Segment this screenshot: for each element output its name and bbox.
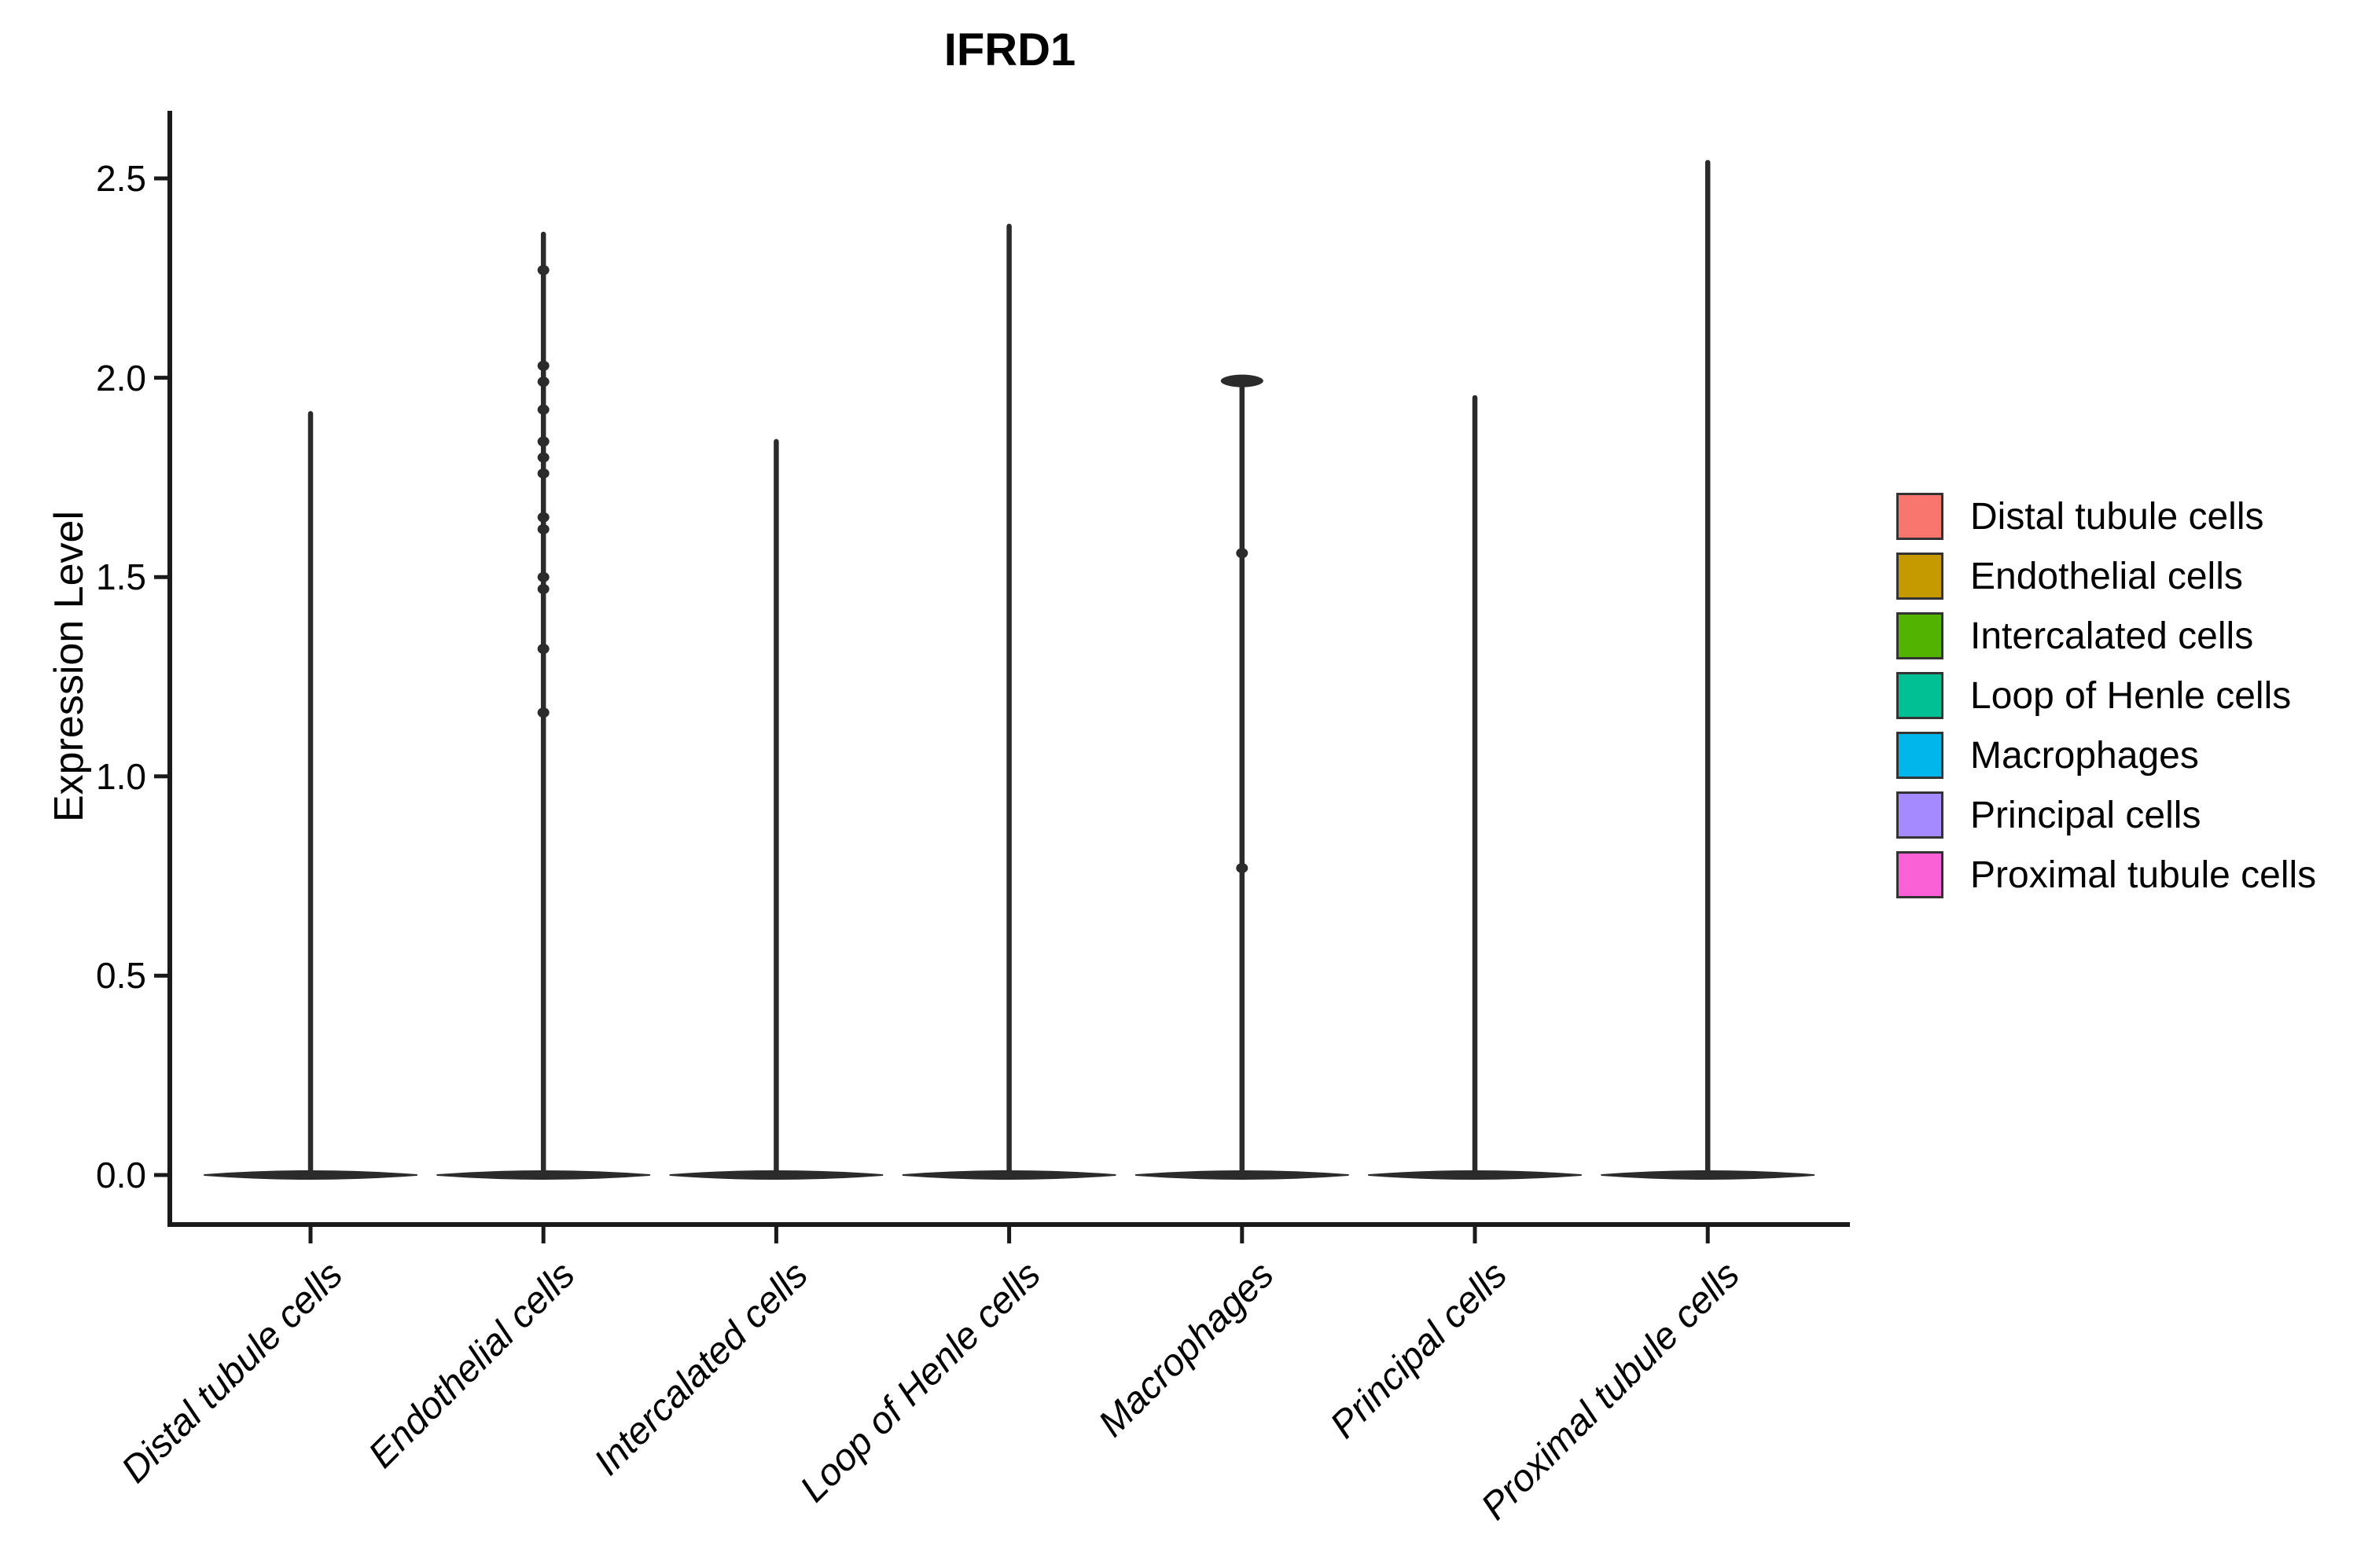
legend-row: Endothelial cells [1896,553,2316,600]
outlier-point [1236,548,1248,559]
legend-row: Proximal tubule cells [1896,851,2317,898]
legend: Distal tubule cells Endothelial cells Inte… [1896,493,2317,912]
outlier-point [537,265,550,276]
legend-row: Loop of Henle cells [1896,672,2316,719]
legend-label: Endothelial cells [1970,555,2243,597]
legend-label: Macrophages [1970,734,2199,777]
legend-color-swatch [1896,493,1943,540]
legend-color-swatch [1896,791,1943,839]
legend-color-swatch [1896,851,1943,898]
legend-color-swatch [1896,672,1943,719]
outlier-point [1236,862,1248,873]
y-tick-label: 1.0 [96,755,146,797]
outlier-point [537,468,550,479]
legend-row: Principal cells [1896,791,2316,839]
violin-top-cap [1220,374,1263,387]
y-tick-label: 0.5 [96,955,146,997]
y-tick-label: 2.5 [96,158,146,199]
y-tick-label: 0.0 [96,1155,146,1195]
legend-label: Loop of Henle cells [1970,674,2292,717]
legend-label: Principal cells [1970,794,2201,836]
outlier-point [537,404,550,415]
outlier-point [537,512,550,523]
outlier-point [537,452,550,463]
legend-label: Distal tubule cells [1970,495,2264,538]
outlier-point [537,376,550,387]
outlier-point [537,643,550,654]
legend-label: Proximal tubule cells [1970,854,2317,896]
outlier-point [537,571,550,582]
outlier-point [537,360,550,371]
legend-label: Intercalated cells [1970,615,2254,657]
y-tick-label: 2.0 [96,357,146,398]
legend-color-swatch [1896,612,1943,659]
outlier-point [537,436,550,447]
chart-title: IFRD1 [943,24,1076,75]
legend-row: Intercalated cells [1896,612,2316,659]
outlier-point [537,523,550,534]
outlier-point [537,583,550,594]
legend-color-swatch [1896,553,1943,600]
outlier-point [537,707,550,718]
legend-row: Distal tubule cells [1896,493,2316,540]
legend-color-swatch [1896,732,1943,779]
y-tick-label: 1.5 [96,556,146,598]
legend-row: Macrophages [1896,732,2316,779]
